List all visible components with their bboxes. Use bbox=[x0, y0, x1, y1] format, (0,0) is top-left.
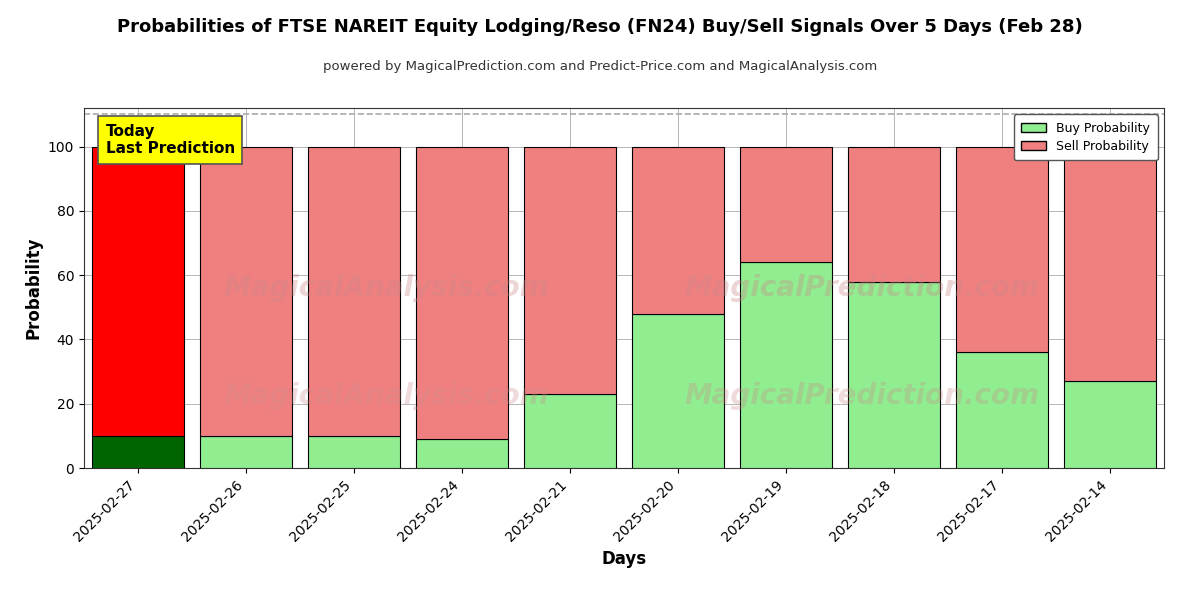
Bar bbox=[308, 146, 400, 436]
Bar bbox=[848, 281, 940, 468]
Bar bbox=[632, 314, 724, 468]
Bar bbox=[92, 146, 184, 436]
Text: MagicalAnalysis.com: MagicalAnalysis.com bbox=[223, 274, 550, 302]
Bar bbox=[956, 352, 1048, 468]
X-axis label: Days: Days bbox=[601, 550, 647, 568]
Text: MagicalPrediction.com: MagicalPrediction.com bbox=[684, 382, 1039, 410]
Bar bbox=[524, 394, 616, 468]
Bar bbox=[740, 262, 832, 468]
Text: powered by MagicalPrediction.com and Predict-Price.com and MagicalAnalysis.com: powered by MagicalPrediction.com and Pre… bbox=[323, 60, 877, 73]
Legend: Buy Probability, Sell Probability: Buy Probability, Sell Probability bbox=[1014, 114, 1158, 160]
Bar bbox=[524, 146, 616, 394]
Bar bbox=[632, 146, 724, 314]
Bar bbox=[848, 146, 940, 281]
Bar bbox=[200, 436, 292, 468]
Bar bbox=[92, 436, 184, 468]
Text: MagicalPrediction.com: MagicalPrediction.com bbox=[684, 274, 1039, 302]
Bar bbox=[200, 146, 292, 436]
Bar bbox=[1064, 381, 1156, 468]
Bar bbox=[308, 436, 400, 468]
Bar bbox=[416, 146, 508, 439]
Text: Probabilities of FTSE NAREIT Equity Lodging/Reso (FN24) Buy/Sell Signals Over 5 : Probabilities of FTSE NAREIT Equity Lodg… bbox=[118, 18, 1082, 36]
Text: MagicalAnalysis.com: MagicalAnalysis.com bbox=[223, 382, 550, 410]
Bar bbox=[1064, 146, 1156, 381]
Text: Today
Last Prediction: Today Last Prediction bbox=[106, 124, 235, 157]
Bar bbox=[956, 146, 1048, 352]
Bar bbox=[416, 439, 508, 468]
Y-axis label: Probability: Probability bbox=[24, 237, 42, 339]
Bar bbox=[740, 146, 832, 262]
